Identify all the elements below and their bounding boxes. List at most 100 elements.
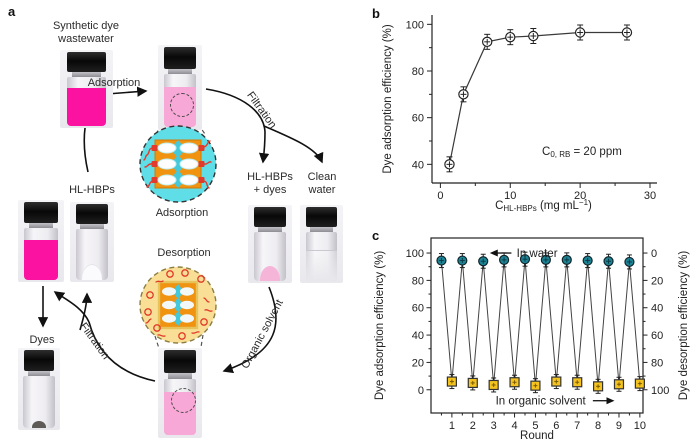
svg-text:Dye desorption efficiency (%): Dye desorption efficiency (%) (678, 251, 690, 401)
vial-neck (80, 224, 104, 230)
vial-hl-hbps-plus-dyes (248, 205, 292, 283)
arrow-filtration-main (205, 88, 270, 164)
vial-clean-water (300, 205, 343, 283)
dye-binding-sites (151, 145, 205, 183)
svg-text:0: 0 (651, 248, 657, 260)
label-adsorption-step: Adsorption (87, 77, 141, 89)
svg-text:6: 6 (553, 420, 559, 432)
magnifier-cone-top-right (189, 112, 206, 135)
svg-text:10: 10 (504, 190, 516, 202)
magnifier-cone-bottom-left (154, 335, 173, 390)
panel-a-letter: a (8, 4, 16, 19)
svg-text:80: 80 (412, 66, 424, 78)
vial-hl-hbps-powder (70, 202, 114, 282)
vial-glass (75, 229, 109, 280)
svg-text:3: 3 (491, 420, 497, 432)
micelles (162, 287, 194, 323)
panel-b-letter: b (372, 6, 380, 21)
zoom-circle-adsorption-vial (170, 93, 194, 117)
chart-b-annotation: C0, RB = 20 ppm (542, 146, 622, 159)
vial-glass (23, 375, 55, 428)
vial-liquid-clear (305, 250, 338, 281)
vial-glass (305, 231, 338, 281)
svg-text:100: 100 (406, 19, 424, 31)
vial-cap (24, 201, 58, 223)
vial-glass (66, 76, 107, 126)
svg-text:20: 20 (651, 275, 663, 287)
svg-text:Dye adsorption efficiency (%): Dye adsorption efficiency (%) (374, 251, 386, 401)
panel-a-diagram: a (8, 4, 343, 438)
svg-text:40: 40 (651, 303, 663, 315)
vial-after-adsorption (158, 45, 202, 130)
vial-neck (28, 222, 54, 228)
micelles (157, 142, 199, 186)
svg-text:60: 60 (412, 113, 424, 125)
svg-text:8: 8 (595, 420, 601, 432)
vial-cap (23, 349, 55, 371)
svg-text:80: 80 (651, 357, 663, 369)
svg-text:80: 80 (412, 275, 424, 287)
label-synthetic-dye-wastewater: Synthetic dye wastewater (52, 20, 120, 45)
svg-text:60: 60 (651, 330, 663, 342)
desorption-zoom-illustration (139, 266, 217, 344)
vial-synthetic-dye-wastewater (60, 50, 113, 128)
panel-b-chart: b 0 10 20 30 40 60 80 100 Dye adsorption efficie… (365, 0, 700, 220)
svg-text:20: 20 (574, 190, 586, 202)
adsorption-zoom-illustration (139, 125, 217, 203)
svg-text:2: 2 (470, 420, 476, 432)
chart-c-xlabel: Round (520, 430, 554, 442)
vial-dyes-recovered (18, 348, 60, 430)
micelle-channel (172, 284, 184, 326)
released-dye-coils (144, 269, 213, 340)
vial-neck (72, 71, 101, 77)
svg-text:1: 1 (449, 420, 455, 432)
svg-text:20: 20 (412, 357, 424, 369)
vial-glass (253, 231, 287, 281)
vial-cap (67, 51, 106, 72)
vial-neck (258, 226, 282, 232)
svg-text:9: 9 (616, 420, 622, 432)
arrow-filtration-branch (263, 125, 324, 164)
vial-neck (168, 68, 192, 74)
label-clean-water: Clean water (307, 171, 337, 196)
svg-text:7: 7 (574, 420, 580, 432)
vial-cap (164, 349, 196, 374)
polymer-chains (143, 140, 212, 189)
label-dyes: Dyes (29, 334, 55, 346)
svg-text:30: 30 (644, 190, 656, 202)
vial-liquid-magenta (66, 88, 107, 126)
vial-neck (309, 226, 334, 232)
vial-cap (164, 46, 196, 69)
arrow-organic-solvent (222, 286, 277, 374)
svg-text:In organic solvent: In organic solvent (496, 396, 587, 408)
arrow-filtration-bottom-b (79, 292, 93, 331)
svg-text:0: 0 (418, 385, 424, 397)
vial-liquid-magenta (23, 240, 59, 280)
svg-text:60: 60 (412, 303, 424, 315)
powder-mound (81, 264, 103, 280)
vial-neck (168, 373, 192, 379)
svg-text:10: 10 (634, 420, 646, 432)
svg-text:100: 100 (406, 248, 424, 260)
label-hl-hbps: HL-HBPs (69, 184, 115, 196)
svg-text:40: 40 (412, 330, 424, 342)
svg-text:100: 100 (651, 385, 669, 397)
vial-dye-solution-left (18, 200, 64, 282)
arrow-filtration-bottom-a (53, 291, 90, 323)
panel-c-letter: c (372, 228, 380, 243)
micelle-channel (170, 140, 186, 188)
svg-text:4: 4 (511, 420, 517, 432)
svg-text:0: 0 (437, 190, 443, 202)
label-desorption-zoom: Desorption (157, 247, 211, 259)
dye-sediment (32, 421, 46, 428)
vial-cap (254, 206, 286, 227)
vial-cap (306, 206, 337, 227)
arrow-filtration-bottom (88, 321, 156, 382)
chart-b-xlabel: CHL-HBPs (mg mL−1) (495, 198, 592, 213)
vial-glass (23, 227, 59, 280)
cycle-arrows-layer (37, 86, 324, 390)
zoom-circle-desorption-vial (171, 388, 196, 413)
panel-c-chart: c 1 2 3 4 5 6 7 8 9 10 0 20 40 60 80 100 0 20 40 60 80 100 Dye… (365, 224, 700, 448)
